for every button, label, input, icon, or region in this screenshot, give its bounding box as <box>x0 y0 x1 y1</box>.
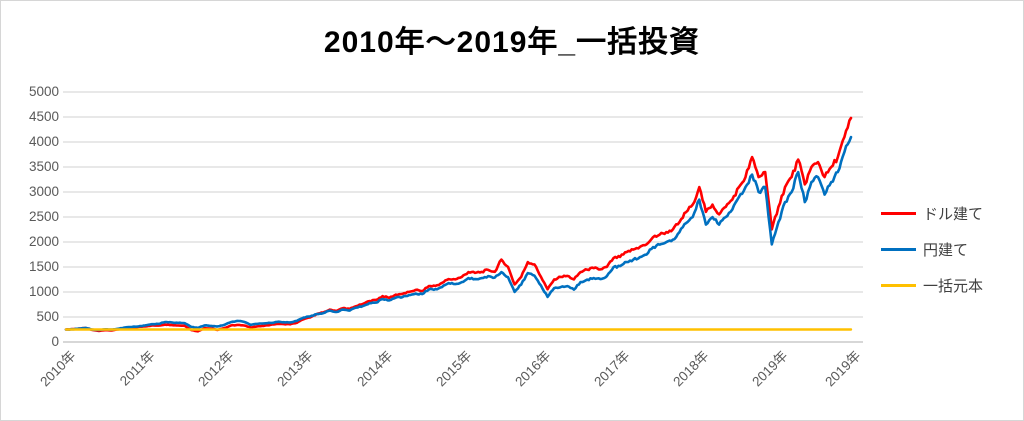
y-tick-label: 500 <box>36 309 59 324</box>
legend-label: 円建て <box>923 241 969 259</box>
chart-title: 2010年～2019年_一括投資 <box>323 26 701 59</box>
legend-label: ドル建て <box>923 205 984 223</box>
legend-line-swatch-usd <box>881 211 916 215</box>
legend-item-principal: 一括元本 <box>881 276 984 295</box>
series-line-usd <box>64 116 853 333</box>
y-tick-label: 1000 <box>28 284 59 299</box>
y-tick-label: 2000 <box>28 234 59 249</box>
legend-line-swatch-principal <box>881 283 916 287</box>
y-tick-label: 4000 <box>28 134 59 149</box>
legend-item-jpy: 円建て <box>881 240 969 259</box>
legend-label: 一括元本 <box>923 277 984 295</box>
y-tick-label: 1500 <box>28 259 59 274</box>
legend-item-usd: ドル建て <box>881 204 984 223</box>
legend-line-swatch-jpy <box>881 247 916 251</box>
y-tick-label: 2500 <box>28 209 59 224</box>
series-line-jpy <box>64 135 853 332</box>
y-tick-label: 4500 <box>28 109 59 124</box>
y-tick-label: 3500 <box>28 159 59 174</box>
y-tick-label: 0 <box>51 334 59 349</box>
y-tick-label: 5000 <box>28 84 59 99</box>
y-tick-label: 3000 <box>28 184 59 199</box>
